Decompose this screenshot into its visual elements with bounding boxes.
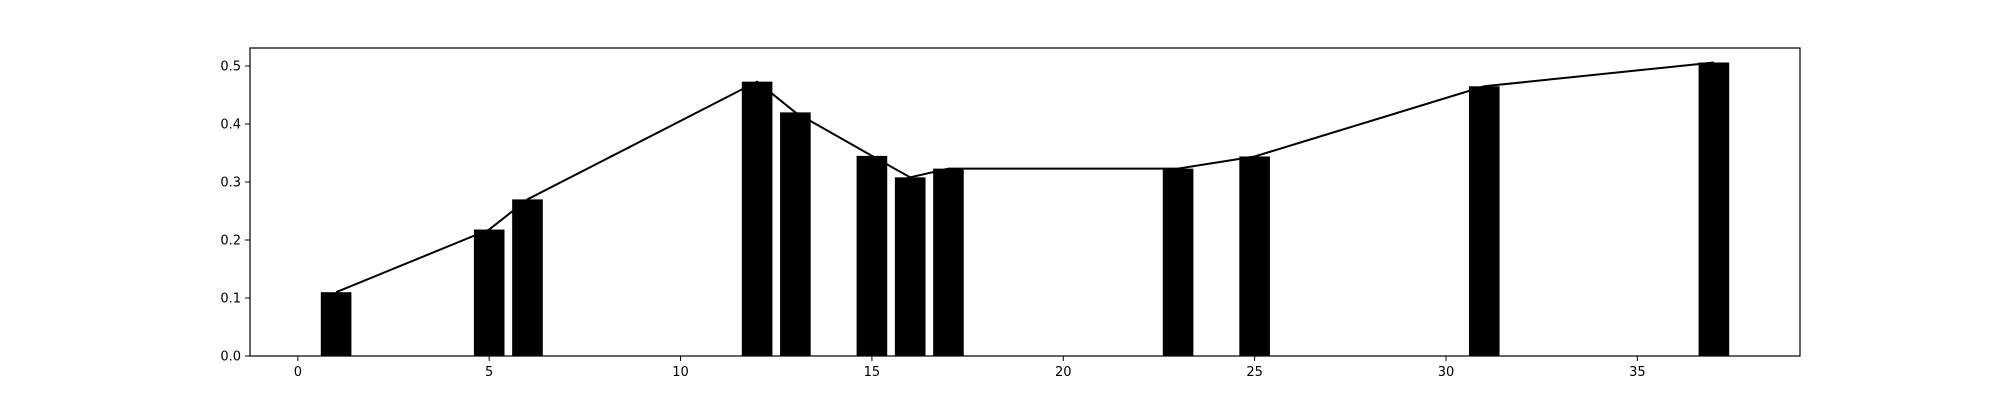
axes-background bbox=[250, 48, 1800, 356]
bar bbox=[856, 155, 888, 356]
x-tick-label: 15 bbox=[864, 365, 881, 380]
bar bbox=[933, 168, 964, 356]
axes-frame bbox=[249, 47, 1801, 357]
bar bbox=[1468, 86, 1500, 357]
bar bbox=[1698, 62, 1730, 356]
bar bbox=[473, 229, 505, 356]
y-tick-label: 0.0 bbox=[220, 350, 241, 365]
x-tick-label: 30 bbox=[1438, 365, 1455, 380]
x-tick-label: 20 bbox=[1055, 365, 1072, 380]
x-tick-label: 5 bbox=[485, 365, 493, 380]
x-tick-label: 0 bbox=[294, 365, 302, 380]
y-tick-label: 0.4 bbox=[220, 117, 241, 132]
plot-area bbox=[249, 47, 1801, 357]
y-tick-label: 0.3 bbox=[220, 175, 241, 190]
bar bbox=[1239, 156, 1270, 356]
bar bbox=[780, 112, 811, 356]
y-tick-label: 0.1 bbox=[220, 291, 241, 306]
x-axis: 0 5 10 15 20 25 30 35 bbox=[294, 356, 1646, 380]
series-line bbox=[335, 61, 1714, 294]
x-tick-label: 10 bbox=[672, 365, 689, 380]
y-tick-label: 0.5 bbox=[220, 59, 241, 74]
x-tick-label: 35 bbox=[1629, 365, 1646, 380]
bar bbox=[320, 292, 352, 356]
x-tick-label: 25 bbox=[1246, 365, 1263, 380]
bar bbox=[1162, 168, 1194, 356]
y-tick-label: 0.2 bbox=[220, 233, 241, 248]
bar bbox=[894, 177, 926, 356]
y-axis: 0.0 0.1 0.2 0.3 0.4 0.5 bbox=[220, 59, 250, 365]
bars-group bbox=[320, 62, 1730, 357]
bar bbox=[512, 199, 543, 356]
bar bbox=[741, 81, 773, 356]
